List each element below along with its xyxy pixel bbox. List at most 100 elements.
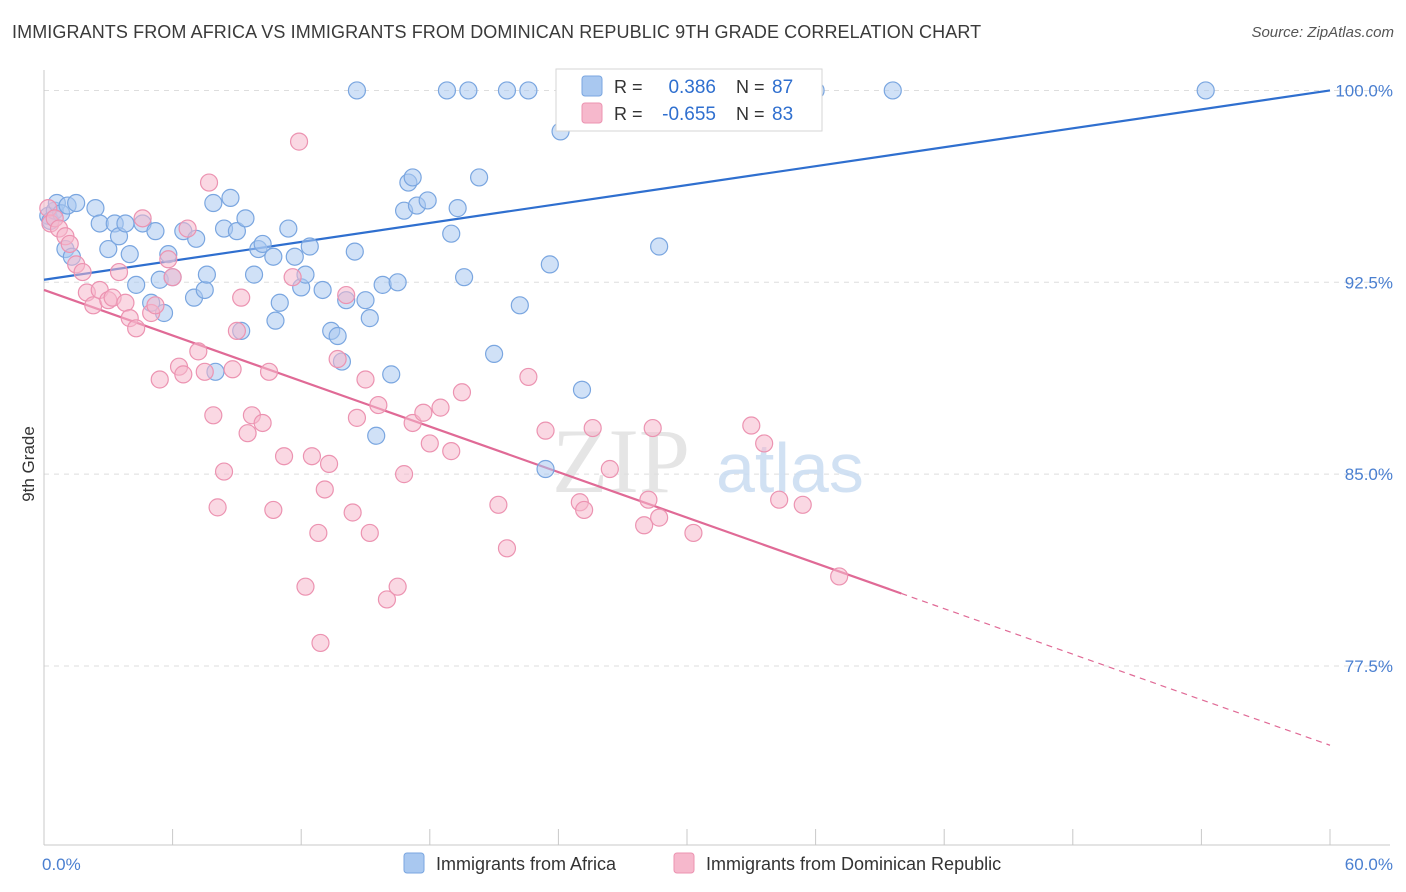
africa-point-19: [146, 222, 165, 241]
watermark-atlas: atlas: [716, 429, 864, 507]
dominican-point-38: [259, 362, 279, 381]
dominican-point-49: [328, 349, 347, 369]
dominican-point-35: [238, 424, 257, 443]
dominican-point-43: [296, 577, 315, 596]
africa-point-66: [442, 224, 461, 243]
y-tick-label-2: 85.0%: [1345, 465, 1393, 484]
africa-point-36: [244, 265, 264, 284]
stats-swatch-dominican: [581, 102, 603, 124]
dominican-point-5: [60, 234, 79, 254]
dominican-point-52: [347, 408, 367, 427]
dominican-point-81: [793, 495, 812, 514]
dominican-point-55: [369, 395, 388, 415]
dominican-point-26: [189, 342, 208, 361]
stats-dominican-n-label: N =: [736, 104, 765, 124]
dominican-point-21: [159, 250, 178, 269]
dominican-point-63: [442, 442, 461, 461]
africa-point-42: [279, 219, 298, 238]
africa-point-49: [328, 326, 347, 346]
stats-africa-r-label: R =: [614, 77, 643, 97]
africa-point-15: [120, 245, 139, 264]
dominican-point-45: [309, 523, 328, 543]
dominican-point-28: [199, 173, 219, 192]
africa-point-54: [356, 291, 375, 310]
dominican-point-29: [204, 406, 223, 425]
stats-dominican-r-value: -0.655: [662, 104, 716, 125]
dominican-point-72: [600, 459, 619, 479]
dominican-point-78: [742, 416, 761, 435]
dominican-point-17: [133, 209, 152, 228]
dominican-point-68: [536, 421, 555, 440]
watermark: ZIP atlas: [552, 410, 864, 512]
dominican-point-64: [452, 383, 472, 402]
africa-point-52: [345, 242, 364, 261]
stats-africa-n-value: 87: [772, 77, 793, 98]
africa-point-14: [116, 214, 135, 233]
africa-point-8: [67, 193, 86, 213]
africa-point-28: [197, 265, 216, 284]
data-points: [39, 81, 1215, 653]
africa-point-35: [236, 209, 255, 228]
africa-point-32: [221, 188, 240, 207]
grid: [44, 89, 1390, 667]
africa-point-43: [285, 247, 304, 266]
africa-point-9: [86, 199, 105, 218]
dominican-point-71: [583, 418, 602, 438]
africa-point-58: [382, 365, 401, 384]
africa-point-46: [300, 237, 319, 256]
legend-label-africa: Immigrants from Africa: [436, 854, 617, 874]
bottom-legend: Immigrants from Africa Immigrants from D…: [403, 852, 1001, 874]
dominican-point-77: [684, 523, 703, 543]
dominican-point-42: [289, 132, 309, 151]
africa-point-38: [253, 234, 272, 254]
dominican-point-53: [356, 370, 375, 389]
dominican-point-60: [414, 403, 433, 422]
africa-point-67: [448, 199, 467, 218]
africa-point-41: [270, 293, 289, 312]
x-tick-label-0: 0.0%: [42, 855, 81, 874]
chart-title: IMMIGRANTS FROM AFRICA VS IMMIGRANTS FRO…: [12, 22, 982, 42]
africa-point-86: [1196, 81, 1215, 100]
y-tick-label-1: 92.5%: [1345, 273, 1393, 292]
dominican-point-62: [431, 398, 450, 417]
dominican-point-30: [208, 498, 227, 517]
dominican-point-27: [195, 362, 214, 381]
dominican-point-56: [377, 590, 397, 609]
dominican-point-58: [394, 465, 414, 484]
dominican-point-7: [73, 262, 92, 282]
dominican-point-82: [830, 567, 849, 586]
dominican-point-65: [489, 495, 508, 514]
dominican-point-31: [214, 462, 234, 481]
africa-point-27: [195, 280, 214, 300]
africa-point-78: [572, 380, 592, 399]
dominican-point-40: [274, 447, 294, 466]
tick-labels: 100.0% 92.5% 85.0% 77.5% 0.0% 60.0%: [42, 81, 1393, 874]
dominican-point-39: [264, 500, 283, 520]
africa-point-56: [367, 426, 386, 445]
africa-point-73: [510, 296, 529, 315]
africa-point-59: [388, 273, 407, 292]
y-axis-label: 9th Grade: [19, 426, 38, 502]
dominican-point-13: [109, 262, 129, 282]
africa-point-40: [266, 311, 285, 330]
dominican-point-66: [497, 539, 517, 558]
africa-point-76: [540, 255, 559, 274]
dominican-point-37: [253, 413, 272, 433]
africa-point-11: [99, 239, 118, 259]
dominican-point-14: [116, 293, 135, 312]
dominican-point-19: [146, 296, 165, 315]
dominican-point-16: [127, 319, 146, 338]
source-label: Source: ZipAtlas.com: [1251, 24, 1394, 41]
dominican-point-79: [755, 434, 774, 453]
dominican-point-80: [770, 490, 789, 509]
dominican-point-50: [337, 285, 356, 305]
stats-africa-r-value: 0.386: [668, 77, 716, 98]
stats-dominican-r-label: R =: [614, 104, 643, 124]
africa-point-65: [437, 81, 457, 100]
africa-point-53: [347, 81, 367, 100]
dominican-point-24: [174, 365, 193, 384]
dominican-point-54: [360, 523, 379, 543]
africa-point-80: [650, 237, 669, 256]
dominican-trend-line: [43, 288, 902, 595]
